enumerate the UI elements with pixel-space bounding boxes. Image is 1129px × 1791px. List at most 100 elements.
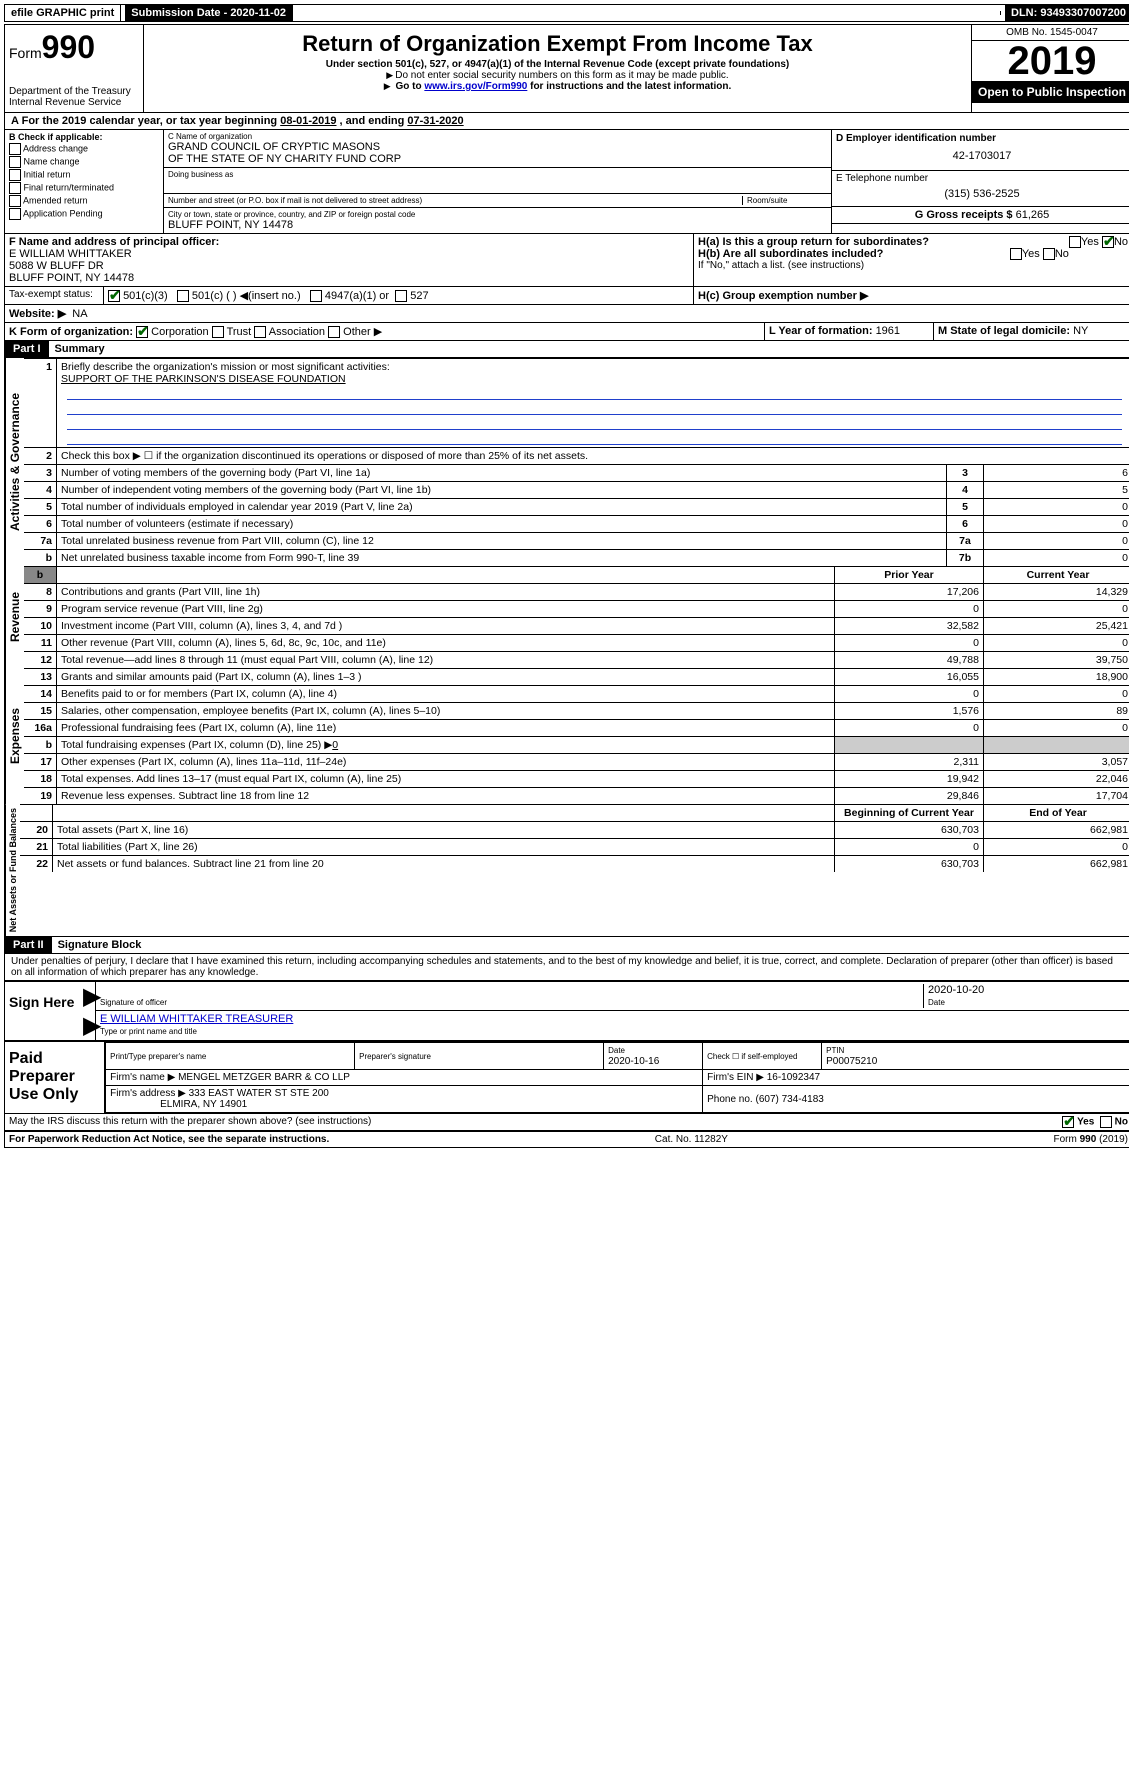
sign-here-label: Sign Here: [5, 982, 83, 1040]
subtitle-3: Go to www.irs.gov/Form990 for instructio…: [152, 81, 963, 92]
discuss-yes-check: [1062, 1116, 1074, 1128]
org-name-label: C Name of organization: [168, 132, 827, 141]
line-3: Number of voting members of the governin…: [57, 465, 947, 482]
officer-addr: 5088 W BLUFF DR: [9, 260, 104, 272]
vlabel-governance: Activities & Governance: [5, 358, 24, 566]
period-end: 07-31-2020: [407, 115, 463, 127]
subtitle-1: Under section 501(c), 527, or 4947(a)(1)…: [152, 59, 963, 70]
form-prefix: Form: [9, 45, 42, 61]
sig-officer-label: Signature of officer: [100, 998, 167, 1007]
chk-amended: Amended return: [23, 195, 88, 205]
submission-date: Submission Date - 2020-11-02: [125, 5, 293, 21]
sign-block: Sign Here ▶▶ Signature of officer 2020-1…: [5, 980, 1129, 1040]
dept-treasury: Department of the Treasury: [9, 86, 139, 97]
open-public: Open to Public Inspection: [972, 81, 1129, 103]
row-k-l-m: K Form of organization: Corporation Trus…: [5, 322, 1129, 340]
efile-label[interactable]: efile GRAPHIC print: [5, 5, 121, 21]
part-ii-header: Part II Signature Block: [5, 936, 1129, 953]
dba-label: Doing business as: [168, 170, 827, 179]
part-ii-title: Signature Block: [52, 937, 148, 953]
box-k: K Form of organization: Corporation Trus…: [5, 323, 765, 340]
h-b-note: If "No," attach a list. (see instruction…: [698, 260, 1128, 271]
preparer-block: Paid Preparer Use Only Print/Type prepar…: [5, 1040, 1129, 1113]
officer-city: BLUFF POINT, NY 14478: [9, 272, 134, 284]
line-2: Check this box ▶ ☐ if the organization d…: [57, 448, 1129, 465]
phone-label: E Telephone number: [836, 173, 1128, 184]
org-name-1: GRAND COUNCIL OF CRYPTIC MASONS: [168, 141, 827, 153]
officer-label: F Name and address of principal officer:: [9, 236, 219, 248]
box-c: C Name of organization GRAND COUNCIL OF …: [164, 130, 831, 233]
phone-value: (315) 536-2525: [836, 184, 1128, 204]
form-title: Return of Organization Exempt From Incom…: [152, 31, 963, 57]
expenses-block: Expenses 13Grants and similar amounts pa…: [5, 668, 1129, 804]
row-website: Website: ▶ NA: [5, 304, 1129, 322]
governance-block: Activities & Governance 1 Briefly descri…: [5, 357, 1129, 566]
vlabel-expenses: Expenses: [5, 668, 24, 804]
discuss-row: May the IRS discuss this return with the…: [5, 1113, 1129, 1130]
preparer-table: Print/Type preparer's name Preparer's si…: [105, 1042, 1129, 1113]
netassets-block: Net Assets or Fund Balances Beginning of…: [5, 804, 1129, 936]
line-7b: Net unrelated business taxable income fr…: [57, 550, 947, 567]
box-h: H(a) Is this a group return for subordin…: [694, 234, 1129, 286]
line-5: Total number of individuals employed in …: [57, 499, 947, 516]
h-c: H(c) Group exemption number ▶: [698, 290, 868, 302]
subtitle-2: Do not enter social security numbers on …: [152, 70, 963, 81]
header-left: Form990 Department of the Treasury Inter…: [5, 25, 144, 112]
paperwork-notice: For Paperwork Reduction Act Notice, see …: [9, 1134, 329, 1145]
officer-print-name[interactable]: E WILLIAM WHITTAKER TREASURER: [100, 1013, 293, 1025]
discuss-text: May the IRS discuss this return with the…: [9, 1116, 371, 1128]
top-bar: efile GRAPHIC print Submission Date - 20…: [4, 4, 1129, 22]
footer-row: For Paperwork Reduction Act Notice, see …: [5, 1130, 1129, 1147]
chk-501c3: [108, 290, 120, 302]
vlabel-revenue: Revenue: [5, 566, 24, 668]
form-number: 990: [42, 29, 95, 65]
line-1: Briefly describe the organization's miss…: [61, 361, 390, 373]
chk-name: Name change: [24, 156, 80, 166]
governance-table: 1 Briefly describe the organization's mi…: [24, 358, 1129, 566]
form990-link[interactable]: www.irs.gov/Form990: [424, 81, 527, 92]
header-right: OMB No. 1545-0047 2019 Open to Public In…: [971, 25, 1129, 112]
box-m: M State of legal domicile: NY: [934, 323, 1129, 340]
period-begin: 08-01-2019: [280, 115, 336, 127]
line-1-value: SUPPORT OF THE PARKINSON'S DISEASE FOUND…: [61, 373, 346, 385]
part-i-header: Part I Summary: [5, 340, 1129, 357]
vlabel-net: Net Assets or Fund Balances: [5, 804, 20, 936]
line-4: Number of independent voting members of …: [57, 482, 947, 499]
box-d-e-g: D Employer identification number 42-1703…: [831, 130, 1129, 233]
exempt-label: Tax-exempt status:: [5, 287, 104, 304]
chk-pending: Application Pending: [23, 208, 103, 218]
box-b-title: B Check if applicable:: [9, 132, 103, 142]
line-7a: Total unrelated business revenue from Pa…: [57, 533, 947, 550]
officer-name: E WILLIAM WHITTAKER: [9, 248, 132, 260]
chk-initial: Initial return: [24, 169, 71, 179]
chk-address: Address change: [23, 143, 88, 153]
perjury-statement: Under penalties of perjury, I declare th…: [5, 953, 1129, 980]
box-b: B Check if applicable: Address change Na…: [5, 130, 164, 233]
form-container: Form990 Department of the Treasury Inter…: [4, 24, 1129, 1148]
box-f: F Name and address of principal officer:…: [5, 234, 694, 286]
row-exempt: Tax-exempt status: 501(c)(3) 501(c) ( ) …: [5, 286, 1129, 304]
expenses-table: 13Grants and similar amounts paid (Part …: [24, 668, 1129, 804]
dln: DLN: 93493307007200: [1005, 5, 1129, 21]
h-b: H(b) Are all subordinates included?: [698, 248, 883, 260]
box-l: L Year of formation: 1961: [765, 323, 934, 340]
period-row: A For the 2019 calendar year, or tax yea…: [5, 112, 1129, 129]
firm-phone: (607) 734-4183: [755, 1094, 823, 1105]
org-city: BLUFF POINT, NY 14478: [168, 219, 827, 231]
form-ref: Form 990 (2019): [1054, 1134, 1128, 1145]
website-value: NA: [72, 308, 87, 320]
firm-name: MENGEL METZGER BARR & CO LLP: [178, 1072, 350, 1083]
line-6: Total number of volunteers (estimate if …: [57, 516, 947, 533]
revenue-block: Revenue bPrior YearCurrent Year 8Contrib…: [5, 566, 1129, 668]
firm-ein: 16-1092347: [767, 1072, 820, 1083]
paid-preparer-label: Paid Preparer Use Only: [5, 1042, 105, 1113]
ein-value: 42-1703017: [836, 144, 1128, 168]
dept-irs: Internal Revenue Service: [9, 97, 139, 108]
h-a: H(a) Is this a group return for subordin…: [698, 236, 929, 248]
city-label: City or town, state or province, country…: [168, 210, 827, 219]
chk-final: Final return/terminated: [24, 182, 115, 192]
header-center: Return of Organization Exempt From Incom…: [144, 25, 971, 112]
addr-label: Number and street (or P.O. box if mail i…: [168, 196, 742, 205]
room-label: Room/suite: [742, 196, 827, 205]
netassets-table: Beginning of Current YearEnd of Year 20T…: [20, 804, 1129, 872]
